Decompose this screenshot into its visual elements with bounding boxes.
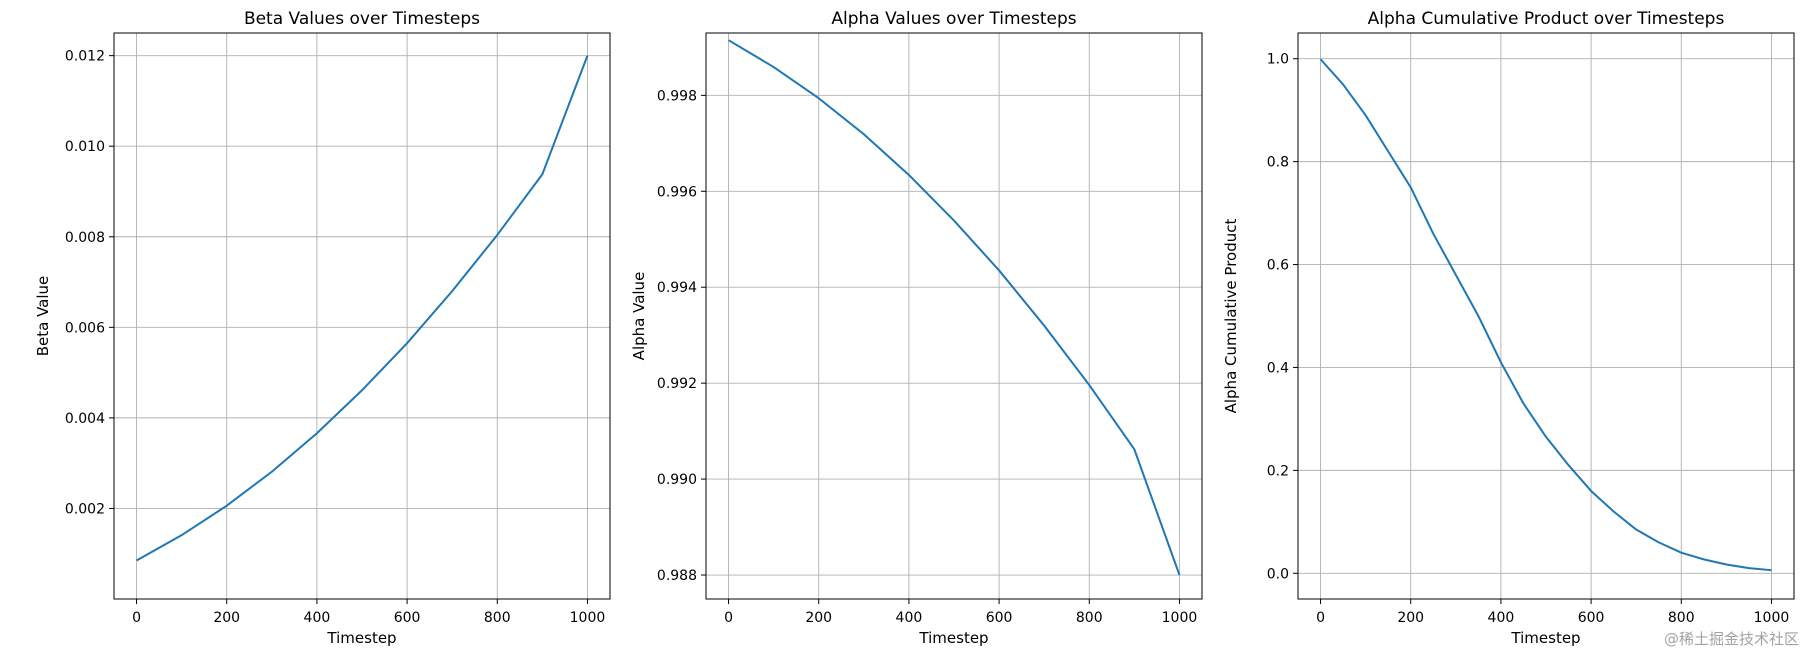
x-tick-label: 0 bbox=[1316, 610, 1325, 626]
chart-panel-1: 0 200 400 600 800 1000 0.002 0.004 0.006 0.008 0.0… bbox=[34, 9, 611, 647]
y-tick-label: 1.0 bbox=[1267, 52, 1289, 68]
y-axis-label: Alpha Value bbox=[630, 272, 648, 361]
chart-title: Alpha Cumulative Product over Timesteps bbox=[1368, 9, 1725, 29]
axes-frame bbox=[113, 32, 611, 600]
y-tick-label: 0.2 bbox=[1267, 463, 1289, 479]
axes-frame bbox=[1297, 32, 1795, 600]
y-tick-label: 0.988 bbox=[657, 568, 697, 584]
x-tick-label: 400 bbox=[896, 610, 923, 626]
x-tick-label: 600 bbox=[1578, 610, 1605, 626]
x-tick-label: 800 bbox=[1668, 610, 1695, 626]
x-axis-label: Timestep bbox=[1510, 629, 1580, 647]
x-tick-label: 400 bbox=[1488, 610, 1515, 626]
chart-panel-3: 0 200 400 600 800 1000 0.0 0.2 0.4 0.6 0.8 1.0 Alpha… bbox=[1222, 9, 1795, 647]
y-tick-label: 0.992 bbox=[657, 376, 697, 392]
series-line bbox=[728, 39, 1181, 576]
x-axis-label: Timestep bbox=[918, 629, 988, 647]
x-tick-label: 0 bbox=[132, 610, 141, 626]
x-tick-label: 1000 bbox=[1162, 610, 1198, 626]
y-tick-label: 0.6 bbox=[1267, 258, 1289, 274]
x-axis-label: Timestep bbox=[326, 629, 396, 647]
x-tick-label: 1000 bbox=[1754, 610, 1790, 626]
y-tick-label: 0.010 bbox=[65, 139, 105, 155]
y-tick-label: 0.8 bbox=[1267, 155, 1289, 171]
watermark-text: @稀土掘金技术社区 bbox=[1663, 630, 1799, 648]
chart-panel-2: 0 200 400 600 800 1000 0.988 0.990 0.992 0.994 0.9… bbox=[630, 9, 1203, 647]
x-tick-label: 800 bbox=[484, 610, 511, 626]
y-tick-label: 0.008 bbox=[65, 230, 105, 246]
y-tick-label: 0.990 bbox=[657, 472, 697, 488]
y-tick-label: 0.012 bbox=[65, 49, 105, 65]
x-tick-label: 600 bbox=[394, 610, 421, 626]
y-tick-label: 0.006 bbox=[65, 320, 105, 336]
y-tick-label: 0.998 bbox=[657, 88, 697, 104]
y-tick-label: 0.4 bbox=[1267, 360, 1289, 376]
x-tick-label: 200 bbox=[213, 610, 240, 626]
x-tick-label: 400 bbox=[304, 610, 331, 626]
y-tick-label: 0.994 bbox=[657, 280, 697, 296]
y-axis-label: Alpha Cumulative Product bbox=[1222, 219, 1240, 414]
series-line bbox=[136, 55, 589, 562]
x-tick-label: 600 bbox=[986, 610, 1013, 626]
series-line bbox=[1319, 58, 1772, 572]
y-axis-label: Beta Value bbox=[34, 276, 52, 357]
y-tick-label: 0.0 bbox=[1267, 566, 1289, 582]
x-tick-label: 200 bbox=[1397, 610, 1424, 626]
x-tick-label: 1000 bbox=[570, 610, 606, 626]
chart-title: Alpha Values over Timesteps bbox=[831, 9, 1076, 29]
x-tick-label: 800 bbox=[1076, 610, 1103, 626]
y-tick-label: 0.002 bbox=[65, 501, 105, 517]
chart-title: Beta Values over Timesteps bbox=[244, 9, 480, 29]
x-tick-label: 0 bbox=[724, 610, 733, 626]
axes-frame bbox=[705, 32, 1203, 600]
y-tick-label: 0.004 bbox=[65, 411, 105, 427]
y-tick-label: 0.996 bbox=[657, 184, 697, 200]
x-tick-label: 200 bbox=[805, 610, 832, 626]
